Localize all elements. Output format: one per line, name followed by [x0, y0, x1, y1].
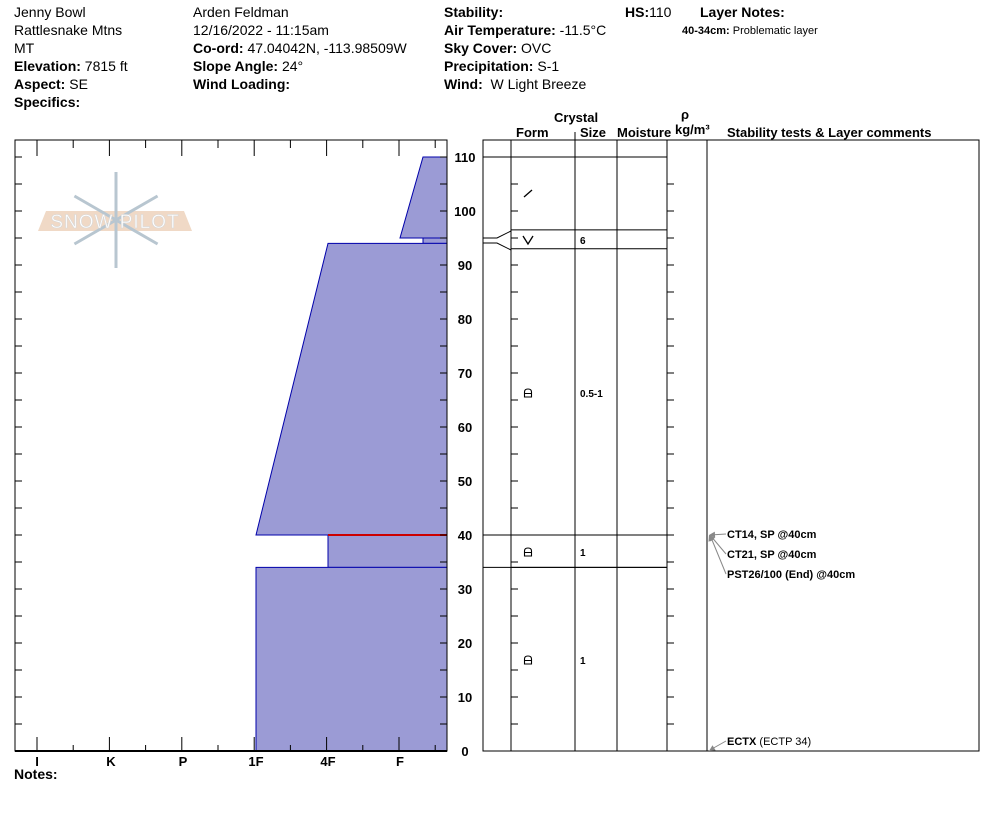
hardness-layer	[422, 237, 448, 244]
wind-loading: Wind Loading:	[193, 76, 291, 92]
stability: Stability:	[444, 4, 504, 20]
air-temperature: Air Temperature: -11.5°C	[444, 22, 607, 38]
depth-label: 0	[461, 744, 468, 759]
depth-label: 60	[458, 420, 472, 435]
snow-height: HS:110	[625, 4, 672, 20]
col-crystal: Crystal	[554, 110, 599, 125]
col-comments: Stability tests & Layer comments	[727, 125, 932, 140]
hardness-label: P	[179, 754, 188, 769]
precipitation: Precipitation: S-1	[444, 58, 560, 74]
crystal-size: 6	[580, 236, 586, 247]
elevation: Elevation: 7815 ft	[14, 58, 128, 74]
sky-cover: Sky Cover: OVC	[444, 40, 552, 56]
arrow-head-icon	[709, 531, 716, 538]
layer-table-frame	[482, 139, 980, 752]
slope-angle: Slope Angle: 24°	[193, 58, 304, 74]
decomposing-fragments-icon	[523, 189, 533, 198]
wind: Wind: W Light Breeze	[444, 76, 587, 92]
specifics: Specifics:	[14, 94, 81, 110]
col-rho: ρ	[681, 107, 690, 122]
logo-flake-arm	[73, 194, 159, 246]
logo-text: SNOW PILOT	[50, 212, 179, 233]
notes-label: Notes:	[14, 766, 58, 782]
rounding-faceted-icon	[523, 547, 533, 557]
location: Jenny Bowl	[14, 4, 86, 20]
hardness-layer	[255, 242, 448, 536]
rounding-faceted-icon	[523, 655, 533, 665]
stability-test: CT14, SP @40cm	[727, 529, 817, 541]
depth-label: 100	[454, 204, 476, 219]
crystal-size: 1	[580, 656, 586, 667]
layer-connector	[483, 242, 512, 251]
crystal-size: 0.5-1	[580, 389, 603, 400]
depth-label: 80	[458, 312, 472, 327]
layer-connector	[483, 230, 512, 239]
col-form: Form	[516, 125, 549, 140]
datetime: 12/16/2022 - 11:15am	[193, 22, 329, 38]
col-size: Size	[580, 125, 607, 140]
layer-notes-title: Layer Notes:	[700, 4, 785, 20]
hardness-label: 1F	[248, 754, 263, 769]
hardness-label: K	[106, 754, 116, 769]
depth-label: 20	[458, 636, 472, 651]
state: MT	[14, 40, 35, 56]
snow-pilot-logo: SNOW PILOT	[38, 172, 192, 268]
depth-label: 50	[458, 474, 472, 489]
observer: Arden Feldman	[193, 4, 289, 20]
aspect: Aspect: SE	[14, 76, 88, 92]
hardness-label: I	[35, 754, 39, 769]
coordinates: Co-ord: 47.04042N, -113.98509W	[193, 40, 407, 56]
depth-label: 10	[458, 690, 472, 705]
depth-label: 40	[458, 528, 472, 543]
hardness-layer	[399, 156, 448, 239]
stability-test: ECTX (ECTP 34)	[727, 736, 811, 748]
depth-label: 110	[455, 150, 476, 165]
stability-test: PST26/100 (End) @40cm	[727, 569, 855, 581]
depth-label: 90	[458, 258, 472, 273]
hardness-layer	[255, 566, 448, 752]
arrow-head-icon	[708, 535, 715, 542]
layer-note: 40-34cm: Problematic layer	[682, 25, 818, 37]
col-density: kg/m³	[675, 122, 710, 137]
col-moisture: Moisture	[617, 125, 672, 140]
hardness-layer	[327, 534, 448, 568]
depth-label: 70	[458, 366, 472, 381]
depth-label: 30	[458, 582, 472, 597]
crystal-size: 1	[580, 548, 586, 559]
rounding-faceted-icon	[523, 388, 533, 398]
range: Rattlesnake Mtns	[14, 22, 123, 38]
hardness-label: F	[396, 754, 404, 769]
arrow-head-icon	[709, 745, 716, 751]
test-arrow	[709, 534, 727, 575]
hardness-label: 4F	[320, 754, 335, 769]
surface-hoar-icon	[522, 235, 534, 246]
stability-test: CT21, SP @40cm	[727, 549, 817, 561]
